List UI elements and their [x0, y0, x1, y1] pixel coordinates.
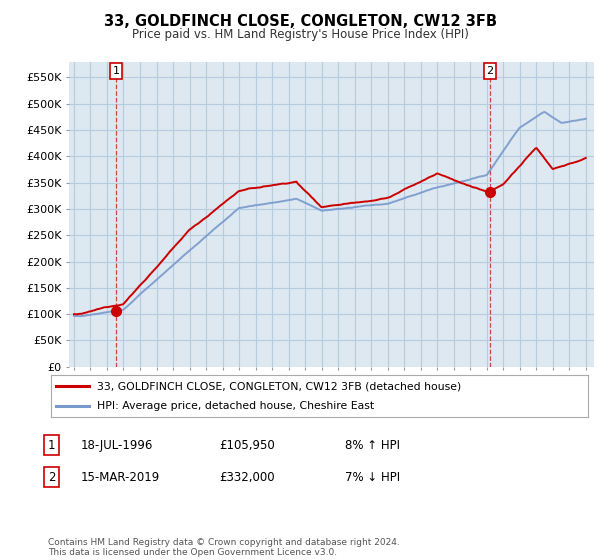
Text: £105,950: £105,950: [219, 438, 275, 452]
Text: Price paid vs. HM Land Registry's House Price Index (HPI): Price paid vs. HM Land Registry's House …: [131, 28, 469, 41]
Text: 8% ↑ HPI: 8% ↑ HPI: [345, 438, 400, 452]
Text: 33, GOLDFINCH CLOSE, CONGLETON, CW12 3FB (detached house): 33, GOLDFINCH CLOSE, CONGLETON, CW12 3FB…: [97, 381, 461, 391]
Text: 2: 2: [487, 66, 494, 76]
Text: HPI: Average price, detached house, Cheshire East: HPI: Average price, detached house, Ches…: [97, 402, 374, 411]
Text: 1: 1: [48, 438, 56, 452]
Text: 2: 2: [48, 470, 56, 484]
Text: Contains HM Land Registry data © Crown copyright and database right 2024.
This d: Contains HM Land Registry data © Crown c…: [48, 538, 400, 557]
Text: £332,000: £332,000: [219, 470, 275, 484]
Text: 33, GOLDFINCH CLOSE, CONGLETON, CW12 3FB: 33, GOLDFINCH CLOSE, CONGLETON, CW12 3FB: [104, 14, 497, 29]
Text: 18-JUL-1996: 18-JUL-1996: [81, 438, 154, 452]
Text: 1: 1: [112, 66, 119, 76]
Text: 7% ↓ HPI: 7% ↓ HPI: [345, 470, 400, 484]
Text: 15-MAR-2019: 15-MAR-2019: [81, 470, 160, 484]
